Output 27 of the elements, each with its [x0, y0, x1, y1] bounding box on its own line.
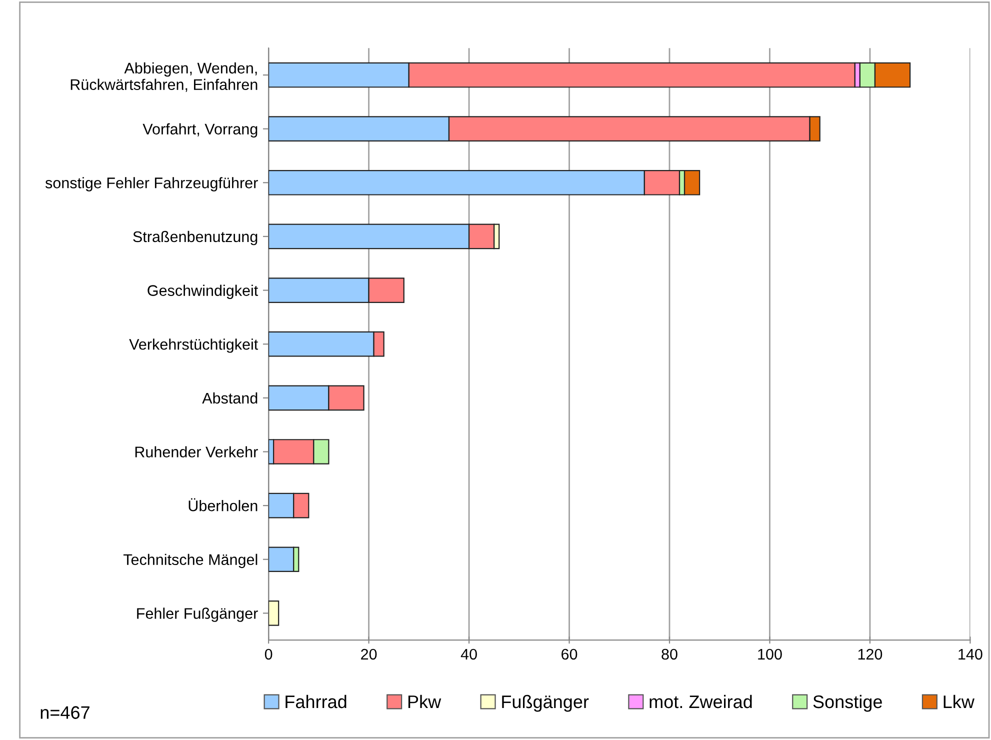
x-tick-label: 120: [858, 648, 882, 660]
y-tick-label: Abbiegen, Wenden, Rückwärtsfahren, Einfahren: [70, 62, 258, 92]
x-tick-label: 20: [361, 648, 377, 660]
text: n=467: [40, 706, 90, 719]
y-tick-label: Abstand: [202, 392, 258, 404]
legend-label: Fußgänger: [502, 694, 589, 712]
x-tick-label: 80: [662, 648, 678, 660]
x-tick-label: 100: [758, 648, 782, 660]
legend-label: Fahrrad: [286, 694, 346, 708]
legend-label: Pkw: [408, 694, 442, 708]
x-tick-label: 40: [460, 648, 477, 660]
y-tick-label: Fehler Fußgänger: [137, 608, 258, 622]
legend-label: Lkw: [944, 694, 974, 708]
y-tick-label: Straßenbenutzung: [133, 230, 258, 246]
y-tick-label: Vorfahrt, Vorrang: [142, 123, 258, 138]
y-tick-label: Überholen: [188, 498, 258, 512]
x-tick-label: 60: [562, 648, 578, 660]
x-tick-label: 0: [264, 648, 272, 660]
y-tick-label: Technitsche Mängel: [123, 554, 258, 568]
bar: [268, 600, 280, 626]
y-tick-label: Ruhender Verkehr: [135, 446, 258, 458]
legend-label: Sonstige: [813, 694, 882, 712]
legend-label: mot. Zweirad: [650, 694, 752, 708]
y-tick-label: Geschwindigkeit: [148, 284, 258, 299]
y-tick-label: sonstige Fehler Fahrzeugführer: [45, 177, 258, 192]
y-tick-label: Verkehrstüchtigkeit: [129, 338, 258, 353]
x-tick-label: 140: [958, 648, 982, 660]
